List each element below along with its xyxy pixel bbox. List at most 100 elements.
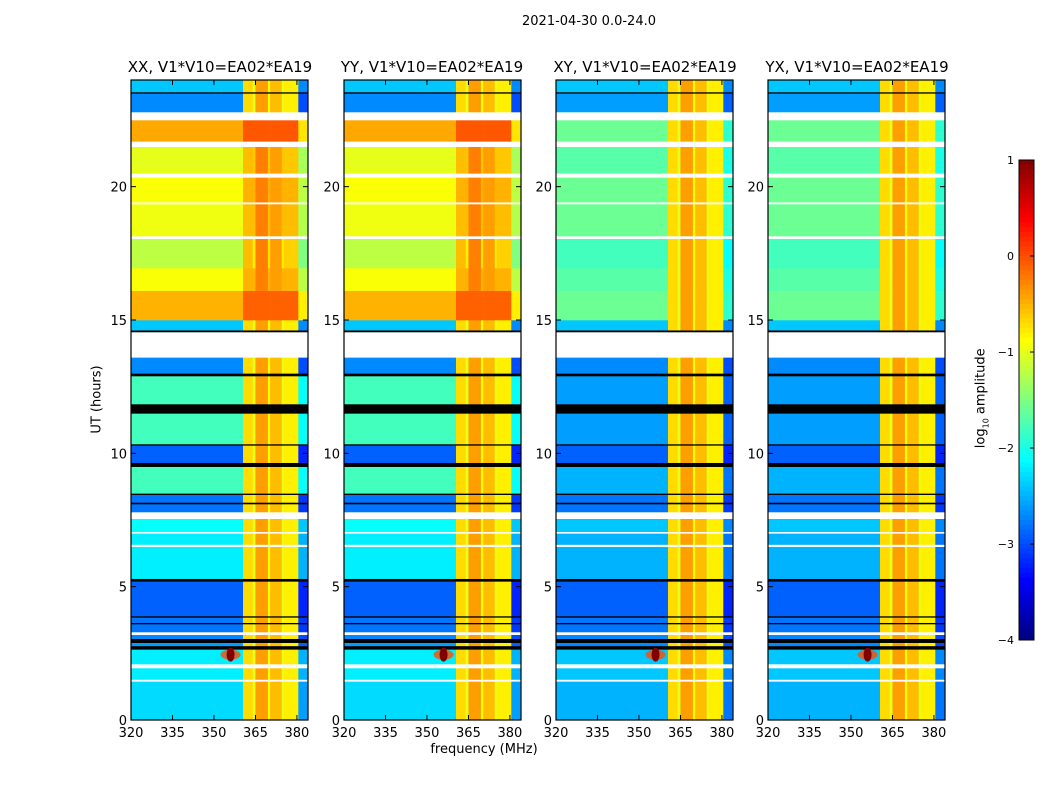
heatmap-cell [283, 494, 299, 503]
heatmap-cell [511, 649, 522, 665]
heatmap-cell [496, 177, 512, 203]
heatmap-cell [494, 445, 497, 463]
heatmap-cell [677, 80, 681, 93]
heatmap-cell [267, 502, 271, 505]
colorbar-cell [1019, 294, 1034, 300]
heatmap-cell [935, 462, 946, 467]
heatmap-cell [483, 146, 496, 174]
heatmap-cell [920, 617, 936, 623]
heatmap-cell [920, 679, 936, 682]
heatmap-cell [496, 581, 512, 617]
heatmap-cell [918, 531, 921, 534]
heatmap-cell [706, 320, 709, 331]
heatmap-cell [496, 617, 512, 623]
heatmap-cell [708, 668, 724, 680]
heatmap-cell [677, 236, 681, 239]
colorbar-cell [1019, 457, 1034, 463]
heatmap-cell [920, 202, 936, 205]
heatmap-cell [768, 502, 881, 505]
heatmap-cell [920, 638, 936, 643]
heatmap-cell [692, 238, 696, 269]
heatmap-cell [889, 664, 893, 669]
heatmap-cell [907, 120, 920, 142]
heatmap-cell [706, 642, 709, 647]
heatmap-cell [281, 404, 284, 414]
heatmap-cell [692, 616, 696, 618]
heatmap-cell [483, 581, 496, 617]
heatmap-cell [880, 544, 890, 547]
heatmap-cell [723, 373, 734, 377]
heatmap-cell [935, 202, 946, 205]
heatmap-cell [281, 668, 284, 680]
heatmap-cell [880, 376, 890, 405]
heatmap-cell [680, 512, 694, 519]
colorbar-tick-label: −3 [998, 538, 1014, 551]
heatmap-cell [252, 664, 256, 669]
heatmap-cell [511, 544, 522, 547]
heatmap-cell [889, 493, 893, 495]
heatmap-cell [252, 462, 256, 467]
heatmap-cell [255, 146, 269, 174]
heatmap-cell [692, 466, 696, 494]
heatmap-cell [935, 533, 946, 545]
heatmap-cell [708, 112, 724, 121]
heatmap-cell [494, 504, 497, 513]
heatmap-cell [556, 376, 669, 405]
heatmap-cell [243, 462, 253, 467]
heatmap-cell [695, 638, 708, 643]
heatmap-cell [281, 622, 284, 625]
heatmap-cell [465, 376, 469, 405]
heatmap-cell [480, 502, 484, 505]
heatmap-cell [668, 404, 678, 414]
heatmap-cell [496, 268, 512, 291]
heatmap-cell [465, 290, 469, 321]
heatmap-cell [708, 146, 724, 174]
heatmap-cell [904, 177, 908, 203]
heatmap-cell [494, 173, 497, 178]
heatmap-cell [907, 581, 920, 617]
heatmap-cell [708, 634, 724, 639]
heatmap-cell [708, 616, 724, 618]
heatmap-cell [935, 320, 946, 331]
colorbar-cell [1019, 452, 1034, 459]
heatmap-cell [907, 649, 920, 665]
heatmap-cell [904, 357, 908, 374]
heatmap-cell [131, 494, 244, 503]
heatmap-cell [680, 546, 694, 579]
heatmap-cell [695, 649, 708, 665]
heatmap-cell [494, 332, 497, 358]
heatmap-cell [267, 581, 271, 617]
heatmap-cell [131, 173, 244, 178]
heatmap-cell [243, 290, 253, 321]
colorbar-cell [1019, 467, 1034, 473]
heatmap-cell [692, 290, 696, 321]
heatmap-cell [483, 634, 496, 639]
heatmap-cell [708, 622, 724, 625]
x-tick-label: 320 [332, 726, 357, 741]
panel-title-xy: XY, V1*V10=EA02*EA19 [553, 58, 737, 76]
heatmap-cell [270, 649, 283, 665]
heatmap-cell [468, 462, 482, 467]
heatmap-cell [668, 493, 678, 495]
heatmap-cell [252, 616, 256, 618]
heatmap-cell [918, 578, 921, 582]
heatmap-cell [692, 581, 696, 617]
heatmap-cell [918, 238, 921, 269]
heatmap-cell [677, 146, 681, 174]
heatmap-cell [920, 268, 936, 291]
heatmap-cell [880, 681, 890, 721]
heatmap-cell [456, 546, 466, 579]
heatmap-cell [880, 238, 890, 269]
heatmap-cell [465, 268, 469, 291]
heatmap-cell [456, 681, 466, 721]
heatmap-cell [907, 330, 920, 333]
heatmap-cell [907, 462, 920, 467]
heatmap-cell [920, 494, 936, 503]
heatmap-cell [692, 177, 696, 203]
heatmap-cell [892, 622, 906, 625]
heatmap-cell [267, 332, 271, 358]
heatmap-cell [270, 679, 283, 682]
heatmap-cell [483, 204, 496, 237]
heatmap-cell [904, 668, 908, 680]
